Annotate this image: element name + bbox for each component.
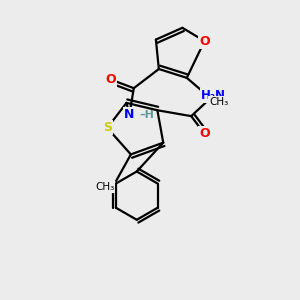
Text: N: N [124, 108, 135, 121]
Text: O: O [199, 34, 210, 48]
Text: S: S [103, 122, 112, 134]
Text: CH₃: CH₃ [209, 97, 228, 107]
Text: O: O [199, 127, 210, 140]
Text: –H: –H [140, 110, 154, 120]
Text: CH₃: CH₃ [95, 182, 115, 192]
Text: O: O [105, 73, 116, 86]
Text: H₂N: H₂N [201, 89, 226, 102]
